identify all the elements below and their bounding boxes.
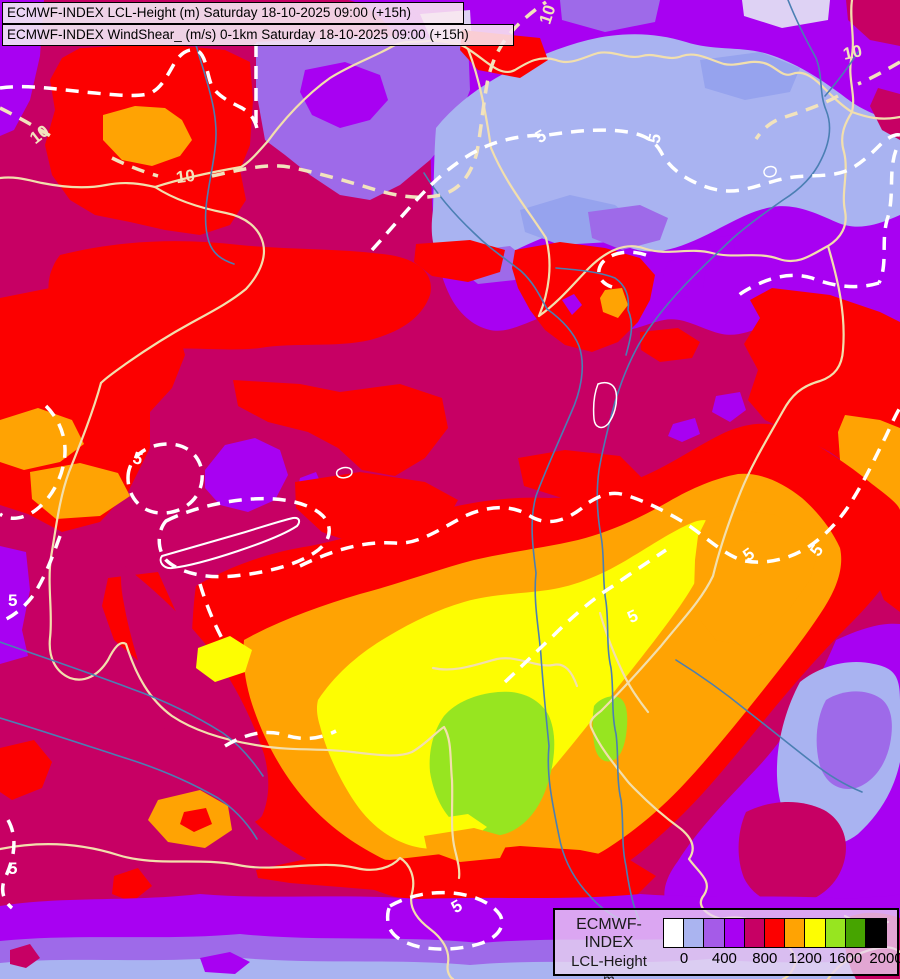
shear-contours-5 <box>0 44 900 951</box>
lake-tisza <box>592 381 618 429</box>
lake-balaton <box>159 516 301 570</box>
legend-color-cell <box>865 918 887 948</box>
contour-label: 10 <box>841 41 864 64</box>
small-lake <box>335 466 353 479</box>
legend-color-cell <box>784 918 807 948</box>
legend-text: ECMWF-INDEX LCL-Height m <box>555 910 663 979</box>
legend-title: ECMWF-INDEX <box>576 916 642 951</box>
legend-color-cell <box>764 918 786 948</box>
legend-tick: 1600 <box>828 950 863 967</box>
title-line2: ECMWF-INDEX WindShear_ (m/s) 0-1km Satur… <box>7 27 469 42</box>
legend-tick: 0 <box>679 950 689 967</box>
small-lake <box>763 165 777 178</box>
contour-label: 5 <box>8 591 18 610</box>
legend-tick: 1200 <box>788 950 822 967</box>
legend-color-cell <box>844 918 867 948</box>
legend-color-cell <box>703 918 726 948</box>
legend-color-cell <box>683 918 706 948</box>
legend-tick: 800 <box>752 950 778 967</box>
legend-tick: 400 <box>711 950 737 967</box>
shear-contours-10 <box>0 0 900 199</box>
legend-subtitle: LCL-Height <box>571 953 647 970</box>
legend-color-cell <box>723 918 746 948</box>
map-title-lcl: ECMWF-INDEX LCL-Height (m) Saturday 18-1… <box>2 2 464 24</box>
rivers <box>0 0 863 922</box>
contour-label: 10 <box>174 165 197 188</box>
legend-color-cell <box>824 918 847 948</box>
legend-tick: 2000 <box>869 950 900 967</box>
legend: ECMWF-INDEX LCL-Height m 0 400 800 1200 1600… <box>553 908 900 979</box>
legend-color-cell <box>663 918 685 948</box>
legend-unit: m <box>603 971 615 979</box>
title-line1: ECMWF-INDEX LCL-Height (m) Saturday 18-1… <box>7 5 412 20</box>
legend-color-cell <box>804 918 827 948</box>
legend-color-cell <box>743 918 766 948</box>
map-title-windshear: ECMWF-INDEX WindShear_ (m/s) 0-1km Satur… <box>2 24 514 46</box>
contour-label: 5 <box>8 859 18 878</box>
